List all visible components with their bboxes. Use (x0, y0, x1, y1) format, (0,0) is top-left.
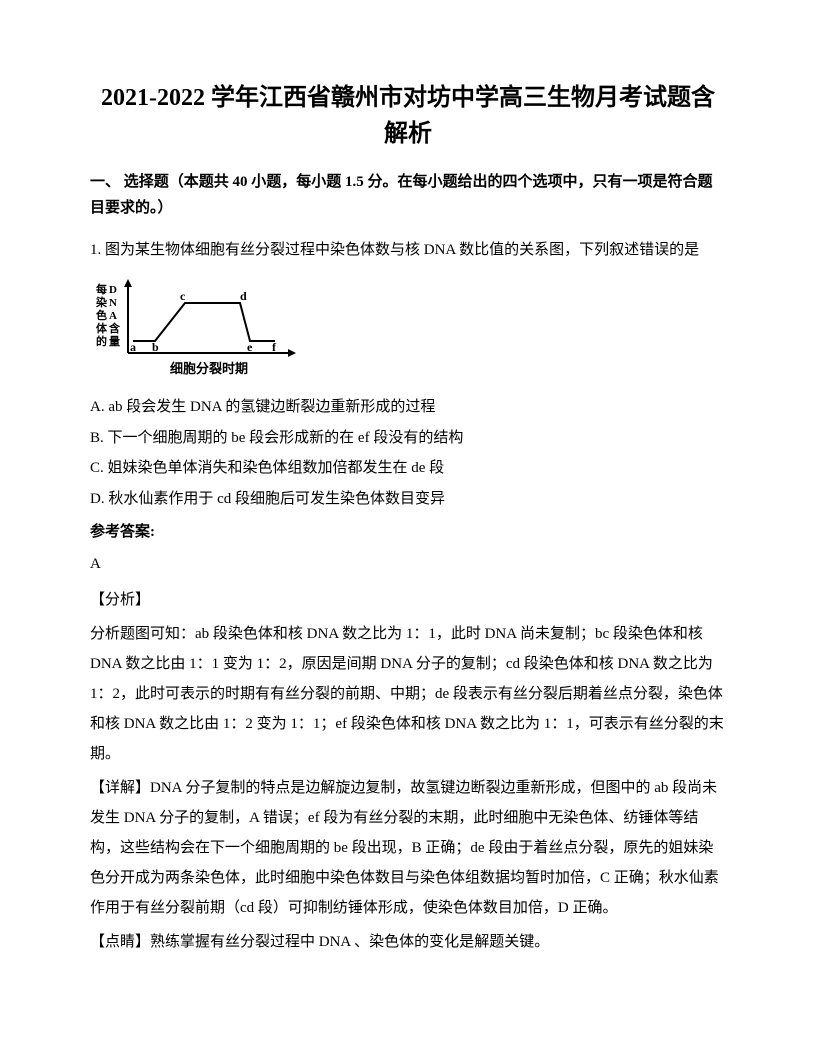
question-1-body: 图为某生物体细胞有丝分裂过程中染色体数与核 DNA 数比值的关系图，下列叙述错误… (105, 242, 699, 258)
option-b: B. 下一个细胞周期的 be 段会形成新的在 ef 段没有的结构 (90, 424, 726, 453)
point-label-e: e (247, 340, 253, 354)
point-label-d: d (240, 289, 247, 303)
question-1-number: 1. (90, 242, 101, 258)
detail-block: 【详解】DNA 分子复制的特点是边解旋边复制，故氢键边断裂边重新形成，但图中的 … (90, 773, 726, 923)
detail-label: 【详解】 (90, 780, 150, 796)
ylabel-char: 色 (96, 308, 107, 322)
y-axis-arrow (124, 279, 132, 287)
ylabel-char: 的 (96, 334, 107, 348)
ylabel-char: 含 (108, 321, 121, 335)
point-label-c: c (180, 289, 186, 303)
point-label-a: a (130, 340, 136, 354)
analysis-text: 分析题图可知：ab 段染色体和核 DNA 数之比为 1：1，此时 DNA 尚未复… (90, 619, 726, 769)
question-1-text: 1. 图为某生物体细胞有丝分裂过程中染色体数与核 DNA 数比值的关系图，下列叙… (90, 235, 726, 265)
detail-text: DNA 分子复制的特点是边解旋边复制，故氢键边断裂边重新形成，但图中的 ab 段… (90, 780, 719, 916)
x-axis-label: 细胞分裂时期 (170, 361, 248, 376)
point-label-f: f (272, 340, 277, 354)
ylabel-char: 每 (96, 282, 107, 296)
tip-text: 熟练掌握有丝分裂过程中 DNA 、染色体的变化是解题关键。 (150, 934, 549, 950)
tip-block: 【点睛】熟练掌握有丝分裂过程中 DNA 、染色体的变化是解题关键。 (90, 927, 726, 957)
analysis-label: 【分析】 (90, 585, 726, 615)
ylabel-char: A (109, 310, 117, 322)
ylabel-char: 体 (96, 321, 108, 335)
ylabel-char: N (109, 297, 117, 309)
option-d: D. 秋水仙素作用于 cd 段细胞后可发生染色体数目变异 (90, 485, 726, 514)
ylabel-char: D (109, 284, 117, 296)
ylabel-char: 染 (96, 295, 108, 309)
answer-value: A (90, 549, 726, 579)
page-title: 2021-2022 学年江西省赣州市对坊中学高三生物月考试题含解析 (90, 80, 726, 152)
ylabel-char: 量 (109, 335, 120, 348)
question-1-figure: 每 染 色 体 的 D N A 含 量 a b c d e f 细胞分裂时期 (90, 273, 726, 383)
answer-label: 参考答案: (90, 517, 726, 547)
point-label-b: b (152, 340, 159, 354)
option-c: C. 姐妹染色单体消失和染色体组数加倍都发生在 de 段 (90, 454, 726, 483)
option-a: A. ab 段会发生 DNA 的氢键边断裂边重新形成的过程 (90, 393, 726, 422)
x-axis-arrow (288, 349, 296, 357)
section-heading: 一、 选择题（本题共 40 小题，每小题 1.5 分。在每小题给出的四个选项中，… (90, 170, 726, 221)
tip-label: 【点睛】 (90, 934, 150, 950)
chart-line (133, 303, 275, 341)
